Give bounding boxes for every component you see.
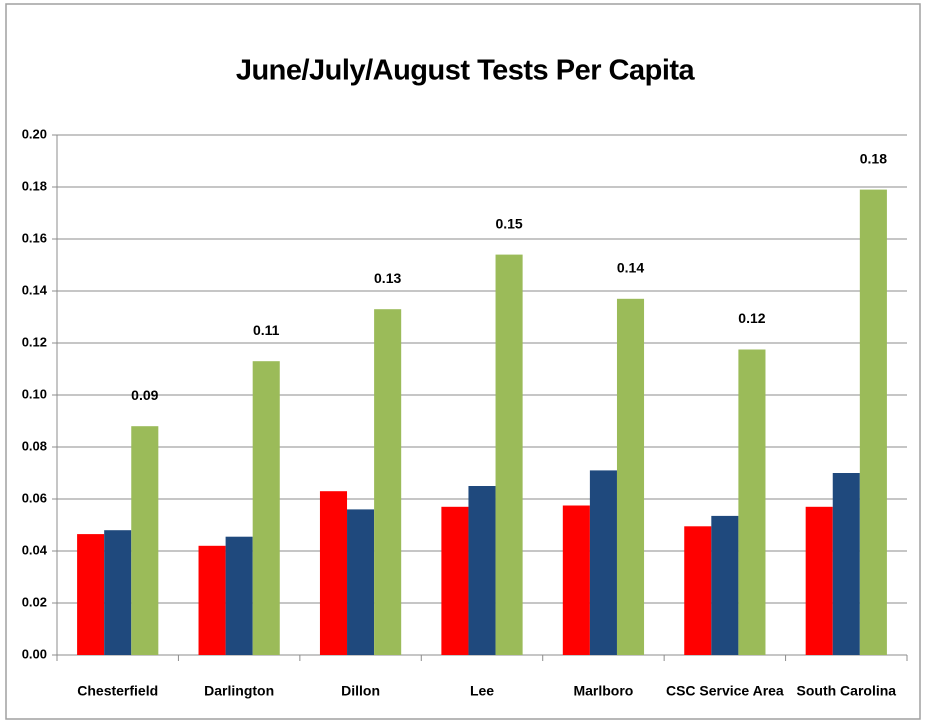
x-tick-label: South Carolina (797, 683, 897, 699)
x-tick-label: Chesterfield (77, 683, 158, 699)
bar (468, 486, 496, 655)
bar (225, 536, 253, 655)
bar (859, 189, 887, 655)
y-tick-label: 0.08 (22, 438, 47, 453)
y-tick-label: 0.14 (22, 282, 48, 297)
bar (77, 534, 105, 655)
y-tick-label: 0.00 (22, 646, 47, 661)
data-label: 0.13 (374, 270, 401, 286)
chart-title: June/July/August Tests Per Capita (236, 55, 696, 87)
bar (684, 526, 712, 655)
bar (562, 505, 590, 655)
bar (832, 473, 860, 655)
bar (319, 491, 348, 655)
data-label: 0.11 (253, 322, 280, 338)
bar (805, 506, 833, 655)
bar (616, 298, 645, 655)
y-tick-label: 0.16 (22, 230, 47, 245)
bar (252, 361, 280, 655)
data-label: 0.18 (860, 150, 887, 166)
x-tick-label: Lee (470, 683, 494, 699)
y-tick-label: 0.10 (22, 386, 47, 401)
x-tick-label: Darlington (204, 683, 274, 699)
data-label: 0.09 (131, 387, 158, 403)
data-label: 0.15 (495, 215, 522, 231)
y-tick-label: 0.18 (22, 178, 47, 193)
bar (198, 545, 226, 655)
bar (347, 509, 375, 655)
y-tick-label: 0.02 (22, 594, 47, 609)
data-label: 0.12 (738, 310, 765, 326)
y-tick-label: 0.04 (22, 542, 48, 557)
bar (131, 426, 159, 655)
y-tick-label: 0.20 (22, 126, 47, 141)
x-tick-label: Dillon (341, 683, 380, 699)
bar (738, 349, 766, 655)
x-tick-label: CSC Service Area (666, 683, 784, 699)
bar (589, 470, 617, 655)
bar (374, 309, 402, 655)
x-tick-label: Marlboro (573, 683, 633, 699)
bar (104, 530, 132, 655)
data-label: 0.14 (617, 260, 644, 276)
bar (441, 506, 469, 655)
y-tick-label: 0.06 (22, 490, 47, 505)
bar (495, 254, 523, 655)
y-tick-label: 0.12 (22, 334, 47, 349)
bar (711, 515, 739, 655)
